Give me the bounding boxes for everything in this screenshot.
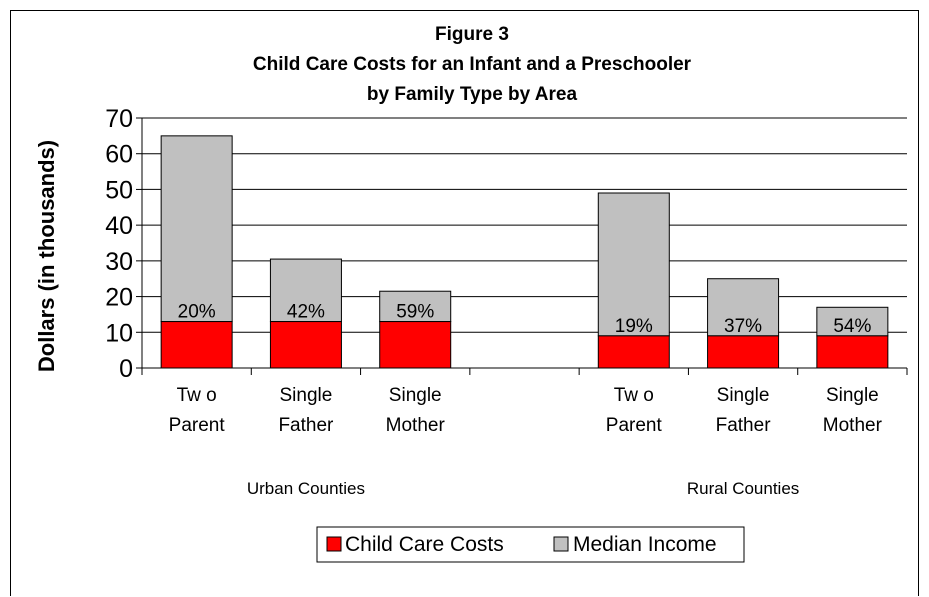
x-category-label: Parent [606,415,663,436]
bar-child-care-costs [269,321,342,369]
bar-median-income [160,135,233,323]
y-tick-label: 60 [105,141,133,169]
title-line-1: Figure 3 [435,24,509,45]
title-line-2: Child Care Costs for an Infant and a Pre… [253,54,692,75]
percent-label: 20% [178,302,216,323]
bar-median-income [379,290,452,323]
bar-median-income [707,278,780,337]
x-category-label: Single [717,385,770,406]
percent-label: 59% [396,302,434,323]
x-category-label: Father [716,415,772,436]
y-tick-label: 0 [119,355,133,383]
chart: Figure 3 Child Care Costs for an Infant … [34,24,908,563]
y-tick-label: 30 [105,248,133,276]
chart-frame: Figure 3 Child Care Costs for an Infant … [10,10,919,596]
bar-median-income [816,306,889,337]
bar-child-care-costs [707,335,780,369]
bars [160,135,889,369]
labels: 0 10 20 30 40 50 60 70 20% Tw o Parent 42% Single Fat… [105,105,882,498]
percent-label: 37% [724,316,762,337]
y-tick-label: 40 [105,212,133,240]
legend-swatch-child-care [326,536,342,552]
y-tick-label: 20 [105,284,133,312]
legend-label-median-income: Median Income [573,533,717,556]
y-tick-label: 50 [105,176,133,204]
y-axis-label: Dollars (in thousands) [34,140,59,372]
x-category-label: Tw o [614,385,654,406]
gridlines [142,117,907,333]
x-category-label: Single [280,385,333,406]
x-category-label: Single [389,385,442,406]
title-line-3: by Family Type by Area [367,84,578,105]
percent-label: 19% [615,316,653,337]
legend-swatch-median-income [553,536,569,552]
chart-title: Figure 3 Child Care Costs for an Infant … [253,24,692,105]
bar-median-income [597,192,670,337]
legend-box [316,526,745,563]
legend: Child Care Costs Median Income [316,526,745,563]
x-category-label: Father [278,415,334,436]
y-tick-label: 10 [105,319,133,347]
axes [136,117,908,375]
bar-child-care-costs [379,321,452,369]
percent-label: 54% [833,316,871,337]
x-category-label: Mother [823,415,883,436]
legend-label-child-care: Child Care Costs [345,533,504,556]
y-tick-label: 70 [105,105,133,133]
x-group-label: Rural Counties [687,479,799,498]
bar-child-care-costs [160,321,233,369]
x-category-label: Tw o [177,385,217,406]
percent-label: 42% [287,302,325,323]
x-category-label: Mother [386,415,446,436]
x-category-label: Single [826,385,879,406]
x-group-label: Urban Counties [247,479,365,498]
bar-child-care-costs [597,335,670,369]
x-category-label: Parent [169,415,226,436]
bar-child-care-costs [816,335,889,369]
